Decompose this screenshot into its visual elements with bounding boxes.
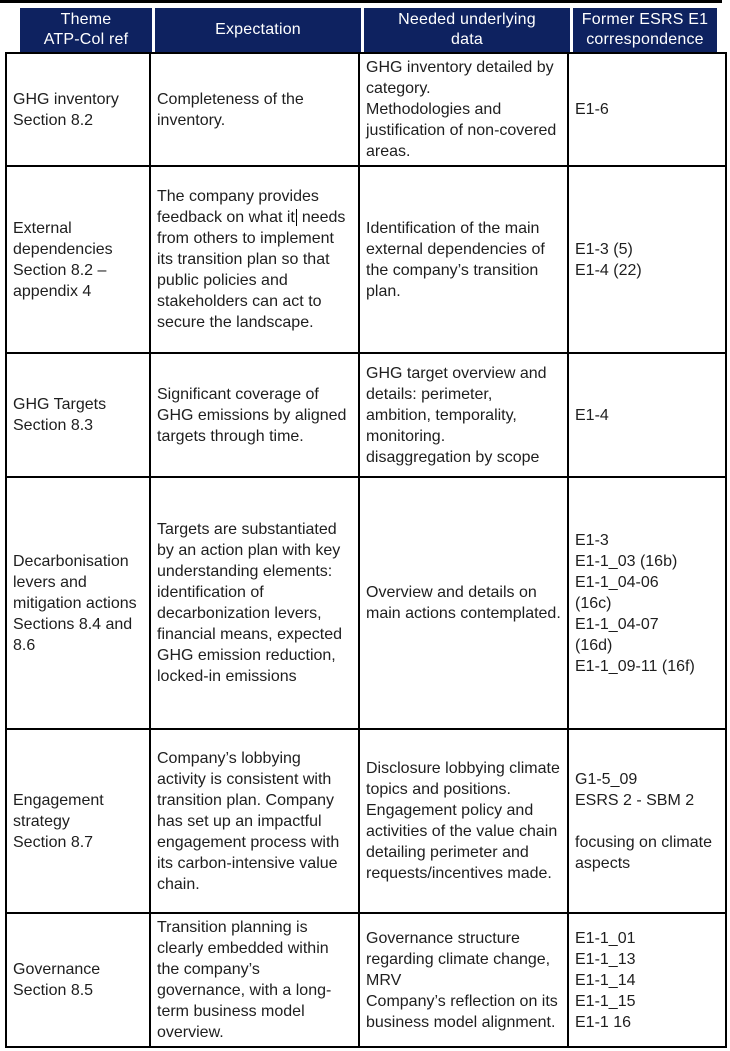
cell-esrs-correspondence: E1-3 (5) E1-4 (22) [567,165,727,354]
column-header-needed-data: Needed underlying data [364,8,570,52]
text-caret [295,209,298,226]
cell-needed-data: Identification of the main external depe… [358,165,569,354]
table-row-ghg-inventory: GHG inventory Section 8.2 Completeness o… [5,52,727,167]
table-row-decarbonisation-levers: Decarbonisation levers and mitigation ac… [5,476,727,730]
cell-needed-data: Disclosure lobbying climate topics and p… [358,728,569,914]
cell-theme: Engagement strategy Section 8.7 [5,728,151,914]
expectation-text-before-caret: The company provides feedback on what it [157,188,319,226]
table-row-ghg-targets: GHG Targets Section 8.3 Significant cove… [5,352,727,478]
cell-theme: GHG inventory Section 8.2 [5,52,151,167]
cell-esrs-correspondence: E1-1_01 E1-1_13 E1-1_14 E1-1_15 E1-1 16 [567,912,727,1048]
cell-expectation: Company’s lobbying activity is consisten… [149,728,360,914]
cell-needed-data: GHG target overview and details: perimet… [358,352,569,478]
criteria-table: GHG inventory Section 8.2 Completeness o… [5,52,727,1048]
cell-theme: External dependencies Section 8.2 – appe… [5,165,151,354]
cell-esrs-correspondence: G1-5_09 ESRS 2 - SBM 2 focusing on clima… [567,728,727,914]
cell-needed-data: Governance structure regarding climate c… [358,912,569,1048]
column-header-expectation: Expectation [155,8,361,52]
cell-expectation[interactable]: The company provides feedback on what it… [149,165,360,354]
cell-esrs-correspondence: E1-6 [567,52,727,167]
cell-theme: GHG Targets Section 8.3 [5,352,151,478]
table-top-border [0,0,722,3]
cell-needed-data: GHG inventory detailed by category. Meth… [358,52,569,167]
cell-esrs-correspondence: E1-4 [567,352,727,478]
table-row-engagement-strategy: Engagement strategy Section 8.7 Company’… [5,728,727,914]
table-row-governance: Governance Section 8.5 Transition planni… [5,912,727,1048]
cell-expectation: Transition planning is clearly embedded … [149,912,360,1048]
cell-theme: Decarbonisation levers and mitigation ac… [5,476,151,730]
cell-needed-data: Overview and details on main actions con… [358,476,569,730]
cell-expectation: Completeness of the inventory. [149,52,360,167]
table-header-row: Theme ATP-Col ref Expectation Needed und… [20,8,717,52]
column-header-esrs-correspondence: Former ESRS E1 correspondence [573,8,717,52]
table-row-external-dependencies: External dependencies Section 8.2 – appe… [5,165,727,354]
expectation-text-after-caret: needs from others to implement its trans… [157,209,346,331]
column-header-theme: Theme ATP-Col ref [20,8,152,52]
cell-esrs-correspondence: E1-3 E1-1_03 (16b) E1-1_04-06 (16c) E1-1… [567,476,727,730]
cell-theme: Governance Section 8.5 [5,912,151,1048]
cell-expectation: Targets are substantiated by an action p… [149,476,360,730]
cell-expectation: Significant coverage of GHG emissions by… [149,352,360,478]
